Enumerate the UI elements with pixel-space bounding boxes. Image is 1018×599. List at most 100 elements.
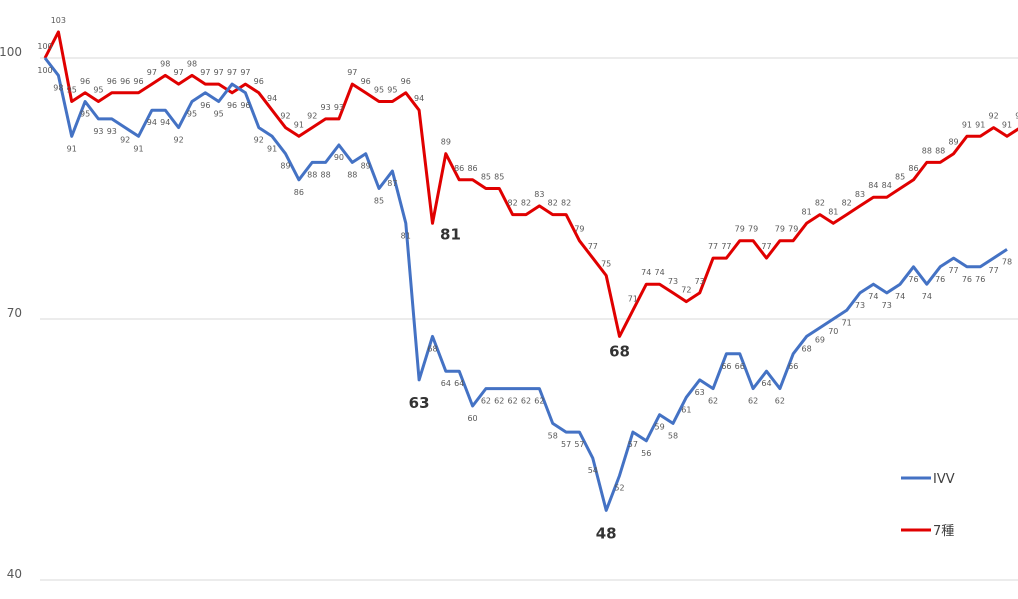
point-label: 79 (788, 225, 798, 234)
point-label: 61 (681, 405, 691, 414)
point-label: 62 (494, 397, 504, 406)
point-label: 88 (307, 170, 317, 179)
point-label: 91 (1002, 120, 1012, 129)
point-label: 64 (441, 379, 451, 388)
annotations: 81 63 68 48 (409, 225, 630, 542)
point-label: 95 (187, 110, 197, 119)
point-label: 94 (147, 118, 157, 127)
point-label: 75 (601, 260, 611, 269)
point-label: 79 (775, 225, 785, 234)
point-label: 93 (320, 103, 330, 112)
point-label: 96 (401, 77, 411, 86)
point-label: 86 (467, 164, 477, 173)
point-label: 92 (307, 112, 317, 121)
point-label: 95 (80, 110, 90, 119)
point-label: 77 (708, 242, 718, 251)
point-label: 97 (214, 68, 224, 77)
point-label: 96 (240, 101, 250, 110)
point-label: 70 (828, 327, 838, 336)
point-label: 91 (975, 120, 985, 129)
point-label: 74 (868, 292, 878, 301)
point-label: 103 (51, 16, 66, 25)
point-label: 68 (801, 344, 811, 353)
point-label: 97 (347, 68, 357, 77)
point-label: 85 (481, 173, 491, 182)
point-label: 73 (855, 301, 865, 310)
point-label: 82 (561, 199, 571, 208)
point-label: 100 (37, 66, 52, 75)
point-label: 96 (200, 101, 210, 110)
point-label: 85 (374, 197, 384, 206)
point-label: 97 (174, 68, 184, 77)
point-label: 62 (534, 397, 544, 406)
series-line (43, 30, 1018, 338)
point-label: 92 (254, 136, 264, 145)
point-label: 95 (67, 86, 77, 95)
point-label: 91 (133, 144, 143, 153)
point-label: 74 (922, 292, 932, 301)
point-label: 95 (214, 110, 224, 119)
point-label: 96 (120, 77, 130, 86)
point-label: 94 (414, 94, 424, 103)
point-label: 97 (227, 68, 237, 77)
point-label: 90 (334, 153, 344, 162)
point-label: 89 (441, 138, 451, 147)
point-label: 86 (908, 164, 918, 173)
point-label: 79 (735, 225, 745, 234)
point-label: 82 (842, 199, 852, 208)
point-label: 62 (521, 397, 531, 406)
series-lines (43, 30, 1018, 512)
point-label: 74 (895, 292, 905, 301)
point-label: 93 (334, 103, 344, 112)
point-label: 89 (280, 162, 290, 171)
point-label: 97 (147, 68, 157, 77)
point-label: 73 (695, 277, 705, 286)
point-label: 88 (922, 146, 932, 155)
point-label: 91 (294, 120, 304, 129)
point-label: 98 (187, 59, 197, 68)
point-label: 81 (801, 207, 811, 216)
point-label: 77 (761, 242, 771, 251)
point-label: 77 (588, 242, 598, 251)
point-label: 92 (280, 112, 290, 121)
point-label: 96 (133, 77, 143, 86)
point-label: 76 (908, 275, 918, 284)
annotation-label: 63 (409, 394, 430, 412)
point-label: 76 (975, 275, 985, 284)
point-label: 82 (548, 199, 558, 208)
point-label: 76 (962, 275, 972, 284)
point-label: 62 (481, 397, 491, 406)
point-label: 96 (254, 77, 264, 86)
point-label: 60 (467, 414, 477, 423)
y-tick-label: 100 (0, 45, 22, 59)
point-label: 58 (548, 431, 558, 440)
point-label: 71 (628, 294, 638, 303)
point-label: 87 (387, 179, 397, 188)
point-label: 81 (401, 231, 411, 240)
point-label: 64 (454, 379, 464, 388)
point-label: 57 (628, 440, 638, 449)
point-label: 77 (989, 266, 999, 275)
point-label: 56 (641, 449, 651, 458)
point-label: 92 (120, 136, 130, 145)
point-label: 96 (361, 77, 371, 86)
point-label: 84 (868, 181, 878, 190)
point-label: 72 (681, 286, 691, 295)
point-label: 82 (521, 199, 531, 208)
point-label: 85 (494, 173, 504, 182)
point-label: 95 (374, 86, 384, 95)
annotation-label: 68 (609, 342, 630, 360)
point-label: 86 (454, 164, 464, 173)
point-label: 92 (174, 136, 184, 145)
point-label: 66 (721, 362, 731, 371)
point-label: 64 (761, 379, 771, 388)
point-label: 74 (655, 268, 665, 277)
point-label: 62 (508, 397, 518, 406)
annotation-label: 48 (596, 524, 617, 542)
point-label: 95 (93, 86, 103, 95)
point-label: 93 (107, 127, 117, 136)
y-axis-tick-labels: 40 70 100 (0, 45, 22, 581)
point-label: 89 (948, 138, 958, 147)
